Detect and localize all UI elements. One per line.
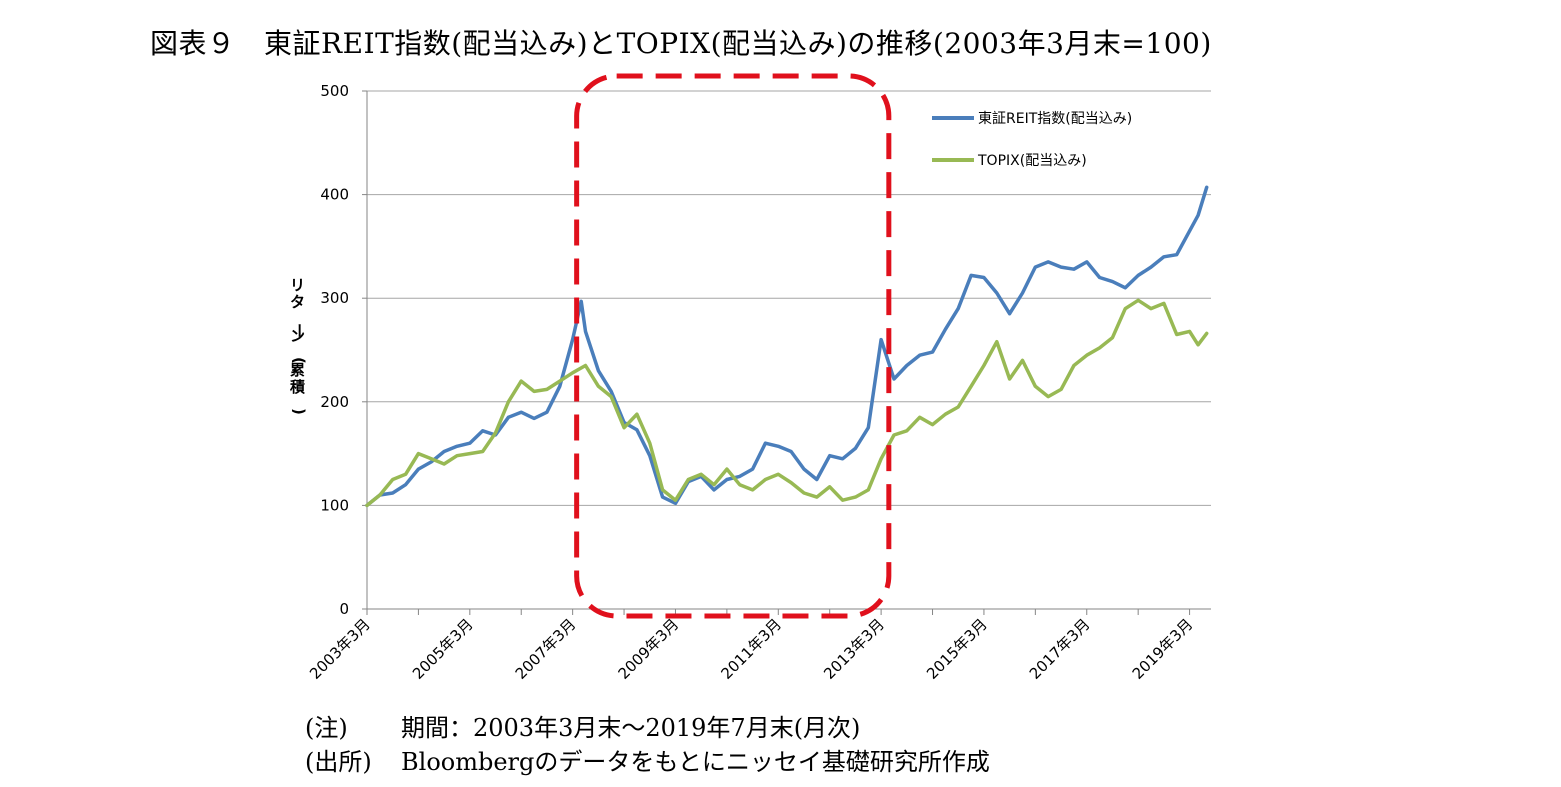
series-line-reit <box>365 185 1209 508</box>
legend-label: TOPIX(配当込み) <box>977 153 1087 169</box>
y-axis-label-char: ( <box>290 357 308 364</box>
note-source-key: (出所) <box>305 748 372 776</box>
x-tick-label: 2007年3月 <box>512 615 580 683</box>
y-axis-label-char: ン <box>290 327 305 345</box>
highlight-region <box>574 73 892 619</box>
y-axis-label-char: リ <box>290 276 305 294</box>
note-source: (出所) Bloombergのデータをもとにニッセイ基礎研究所作成 <box>305 742 990 777</box>
highlight-dashed-box <box>574 73 892 619</box>
x-tick-label: 2013年3月 <box>820 615 888 683</box>
y-tick-labels: 0 100 200 300 400 500 <box>320 82 349 618</box>
y-tick-label: 300 <box>320 289 349 307</box>
x-tick-label: 2009年3月 <box>615 615 683 683</box>
y-axis-label-char: 累 <box>290 361 305 379</box>
x-tick-label: 2003年3月 <box>306 615 374 683</box>
y-axis-label-char: ) <box>290 408 308 415</box>
y-axis-label-char: 積 <box>289 378 306 396</box>
series-line-topix <box>365 298 1209 508</box>
y-axis-label-char: ー <box>290 323 308 338</box>
legend: 東証REIT指数(配当込み) TOPIX(配当込み) <box>932 111 1132 169</box>
x-tick-labels: 2003年3月 2005年3月 2007年3月 2009年3月 2011年3月 2013年… <box>306 615 1196 683</box>
note-period-key: (注) <box>305 714 348 742</box>
x-tick-label: 2005年3月 <box>409 615 477 683</box>
y-tick-label: 500 <box>320 82 349 100</box>
x-tick-label: 2011年3月 <box>717 615 785 683</box>
note-source-text: Bloombergのデータをもとにニッセイ基礎研究所作成 <box>401 748 990 776</box>
x-tick-label: 2017年3月 <box>1026 615 1094 683</box>
y-tick-label: 200 <box>320 393 349 411</box>
y-tick-label: 100 <box>320 496 349 514</box>
note-period-text: 期間：2003年3月末～2019年7月末(月次) <box>401 714 861 742</box>
axes <box>362 90 1211 615</box>
x-tick-label: 2015年3月 <box>923 615 991 683</box>
y-tick-label: 400 <box>320 186 349 204</box>
series-lines <box>365 185 1209 508</box>
figure-title: 図表９ 東証REIT指数(配当込み)とTOPIX(配当込み)の推移(2003年3… <box>150 27 1212 60</box>
y-tick-label: 0 <box>339 600 349 618</box>
legend-label: 東証REIT指数(配当込み) <box>978 111 1132 127</box>
x-tick-label: 2019年3月 <box>1129 615 1197 683</box>
y-axis-label-char: タ <box>290 293 305 311</box>
note-period: (注) 期間：2003年3月末～2019年7月末(月次) <box>305 708 860 743</box>
y-axis-label: リターン (累積) <box>289 276 308 415</box>
